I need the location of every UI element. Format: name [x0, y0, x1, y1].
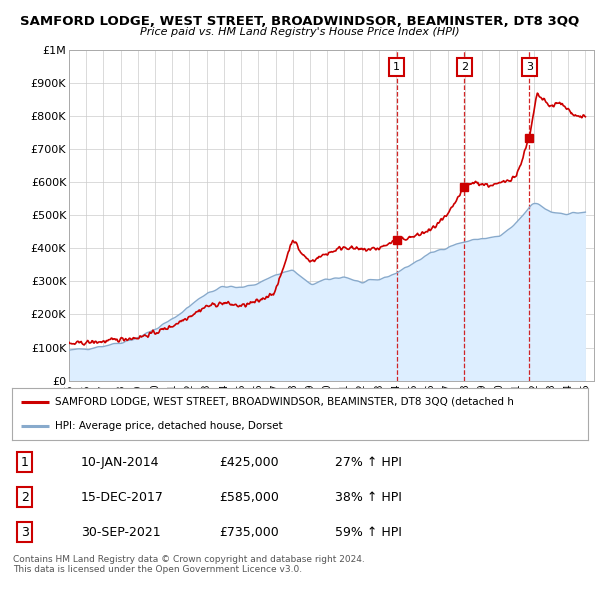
Text: 59% ↑ HPI: 59% ↑ HPI: [335, 526, 401, 539]
Text: 2: 2: [21, 490, 29, 504]
Text: 27% ↑ HPI: 27% ↑ HPI: [335, 455, 401, 468]
Text: SAMFORD LODGE, WEST STREET, BROADWINDSOR, BEAMINSTER, DT8 3QQ (detached h: SAMFORD LODGE, WEST STREET, BROADWINDSOR…: [55, 396, 514, 407]
Text: 15-DEC-2017: 15-DEC-2017: [81, 490, 164, 504]
Text: 3: 3: [526, 62, 533, 71]
Text: £425,000: £425,000: [220, 455, 279, 468]
Text: Price paid vs. HM Land Registry's House Price Index (HPI): Price paid vs. HM Land Registry's House …: [140, 27, 460, 37]
Text: 3: 3: [21, 526, 29, 539]
Text: 1: 1: [393, 62, 400, 71]
Text: 2: 2: [461, 62, 468, 71]
Text: Contains HM Land Registry data © Crown copyright and database right 2024.
This d: Contains HM Land Registry data © Crown c…: [13, 555, 365, 574]
Text: 30-SEP-2021: 30-SEP-2021: [81, 526, 161, 539]
Text: £585,000: £585,000: [220, 490, 279, 504]
Text: £735,000: £735,000: [220, 526, 279, 539]
Text: 1: 1: [21, 455, 29, 468]
Text: 38% ↑ HPI: 38% ↑ HPI: [335, 490, 401, 504]
Text: 10-JAN-2014: 10-JAN-2014: [81, 455, 160, 468]
Text: HPI: Average price, detached house, Dorset: HPI: Average price, detached house, Dors…: [55, 421, 283, 431]
Text: SAMFORD LODGE, WEST STREET, BROADWINDSOR, BEAMINSTER, DT8 3QQ: SAMFORD LODGE, WEST STREET, BROADWINDSOR…: [20, 15, 580, 28]
